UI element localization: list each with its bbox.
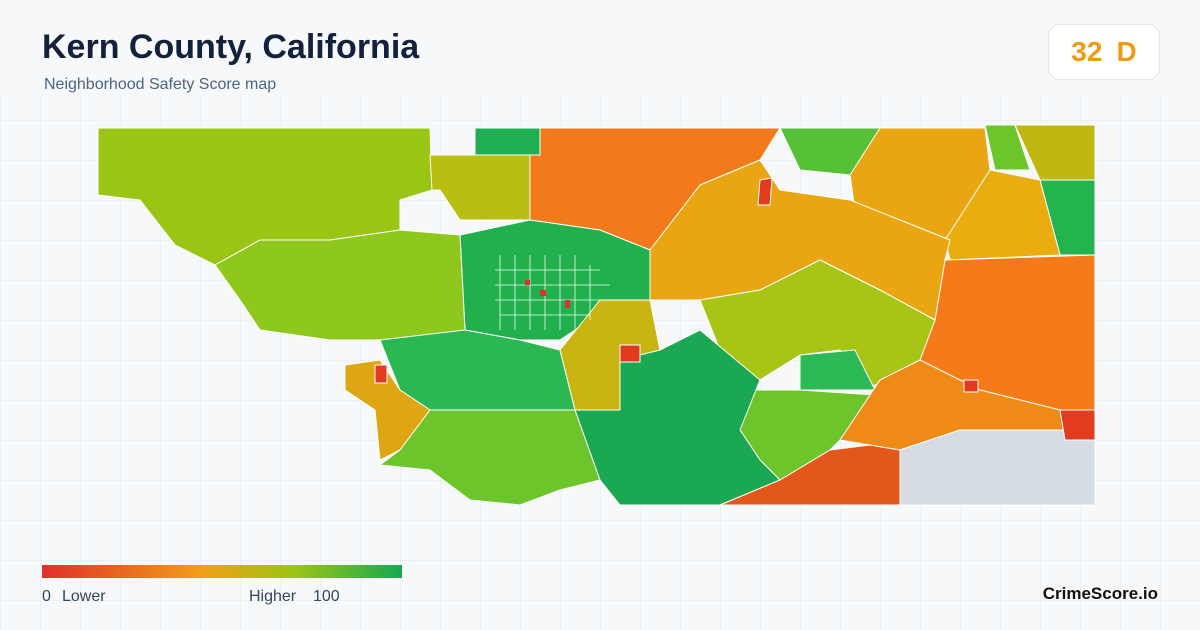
title: Kern County, California — [42, 28, 420, 66]
score-badge: 32 D — [1048, 24, 1160, 80]
subtitle: Neighborhood Safety Score map — [44, 76, 277, 93]
legend-max: 100 — [313, 588, 340, 605]
score-value: 32 — [1071, 36, 1103, 67]
brand: CrimeScore.io — [1042, 584, 1158, 603]
legend-gradient — [42, 565, 402, 578]
legend-min-label: Lower — [62, 588, 106, 605]
legend-min: 0 — [42, 588, 51, 605]
score-grade: D — [1116, 36, 1137, 67]
legend-max-label: Higher — [249, 588, 297, 605]
